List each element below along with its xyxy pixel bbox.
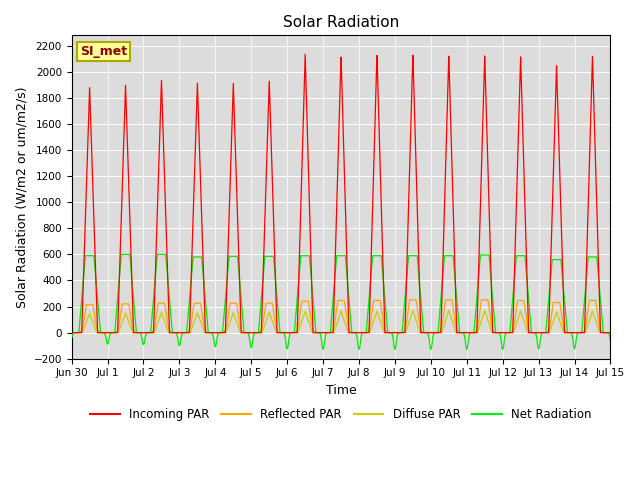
X-axis label: Time: Time [326,384,356,397]
Title: Solar Radiation: Solar Radiation [283,15,399,30]
Legend: Incoming PAR, Reflected PAR, Diffuse PAR, Net Radiation: Incoming PAR, Reflected PAR, Diffuse PAR… [86,403,596,426]
Y-axis label: Solar Radiation (W/m2 or um/m2/s): Solar Radiation (W/m2 or um/m2/s) [15,86,28,308]
Text: SI_met: SI_met [80,45,127,58]
